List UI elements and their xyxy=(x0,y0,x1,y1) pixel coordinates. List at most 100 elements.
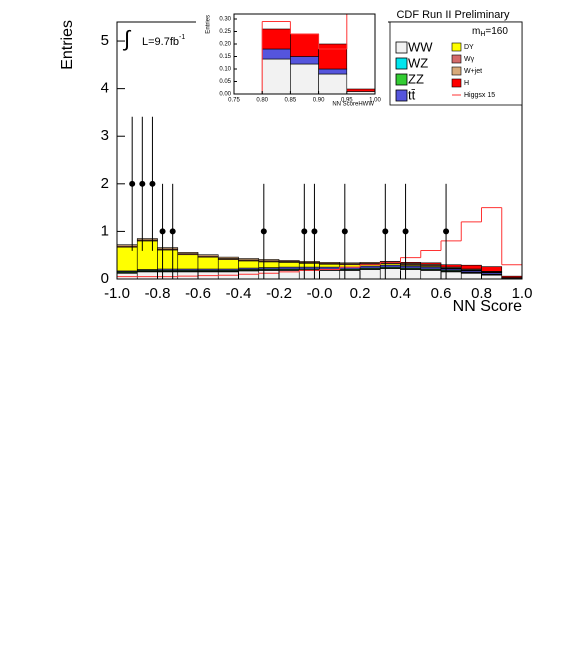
stack-bar xyxy=(197,256,219,270)
stack-bar xyxy=(339,262,361,265)
mass-label: mH=160 xyxy=(472,26,508,38)
legend-swatch xyxy=(395,41,408,54)
y-axis-title: Entries xyxy=(59,20,76,70)
legend-swatch xyxy=(395,57,408,70)
stack-bar xyxy=(339,270,361,279)
y-tick-label: 0.10 xyxy=(219,67,231,73)
stack-bar xyxy=(197,254,219,257)
y-tick-label: 0.20 xyxy=(219,42,231,48)
stack-bar xyxy=(290,56,319,65)
stack-bar xyxy=(136,271,158,279)
stack-bar xyxy=(298,261,320,263)
y-tick-label: 0 xyxy=(101,270,109,287)
legend-label: WZ xyxy=(408,55,428,70)
stack-bar xyxy=(400,269,422,279)
mass-label-part: H xyxy=(480,31,485,38)
data-point xyxy=(159,228,166,235)
data-point xyxy=(149,180,156,187)
stack-bar xyxy=(481,266,503,272)
stack-bar xyxy=(217,259,239,270)
legend-swatch xyxy=(451,66,462,76)
x-tick-label: -0.0 xyxy=(307,285,333,302)
stack-bar xyxy=(379,268,401,279)
stack-bar xyxy=(359,269,381,279)
stack-bar xyxy=(319,262,341,264)
x-tick-label: 0.95 xyxy=(341,98,353,104)
x-tick-label: 0.6 xyxy=(431,285,452,302)
y-tick-label: 0.00 xyxy=(219,92,231,98)
stack-bar xyxy=(440,264,462,268)
x-tick-label: 0.75 xyxy=(228,98,240,104)
stack-bar xyxy=(117,246,138,272)
x-axis-title: NN ScoreHWW xyxy=(332,102,374,108)
data-point xyxy=(382,228,389,235)
stack-bar xyxy=(400,262,422,264)
stack-bar xyxy=(440,271,462,279)
stack-bar xyxy=(298,270,320,279)
stack-bar xyxy=(136,238,158,241)
stack-bar xyxy=(318,43,348,70)
stack-bar xyxy=(177,254,199,270)
header: CDF Run II Preliminary xyxy=(396,9,510,21)
data-point xyxy=(402,228,409,235)
mass-label-part: m xyxy=(472,26,480,37)
y-tick-label: 0.15 xyxy=(219,54,231,60)
stack-bar xyxy=(318,68,348,75)
stack-bar xyxy=(319,270,341,279)
stack-bar xyxy=(278,262,300,268)
stack-bar xyxy=(258,259,280,262)
stack-bar xyxy=(278,260,300,262)
stack-bar xyxy=(290,63,319,94)
x-tick-label: 0.8 xyxy=(471,285,492,302)
x-tick-label: -1.0 xyxy=(104,285,130,302)
stack-bar xyxy=(359,262,381,264)
lumi-label-part: -1 xyxy=(179,34,185,41)
stack-bar xyxy=(501,275,522,278)
y-tick-label: 2 xyxy=(101,175,109,192)
plot-area xyxy=(234,14,375,94)
y-tick-label: 3 xyxy=(101,127,109,144)
data-point xyxy=(301,228,308,235)
x-tick-label: 0.4 xyxy=(390,285,411,302)
x-tick-label: 0.80 xyxy=(256,98,268,104)
legend-label: tt̄ xyxy=(408,87,416,102)
lumi-label-part: L=9.7fb xyxy=(142,36,179,48)
legend-label: W+jet xyxy=(464,68,482,75)
plot-area xyxy=(117,116,522,279)
data-point xyxy=(129,180,136,187)
y-tick-label: 0.30 xyxy=(219,17,231,23)
stack-bar xyxy=(290,33,319,57)
stack-bar xyxy=(258,261,280,268)
stack-bar xyxy=(481,274,503,279)
legend-label: ZZ xyxy=(408,71,424,86)
stack-bar xyxy=(177,252,199,255)
stack-bar xyxy=(136,240,158,270)
x-tick-label: 1.00 xyxy=(369,98,381,104)
legend-label: Wγ xyxy=(464,56,475,63)
stack-bar xyxy=(258,270,280,279)
data-point xyxy=(139,180,146,187)
stack-bar xyxy=(261,58,291,94)
y-tick-label: 0.05 xyxy=(219,79,231,85)
legend-label: WW xyxy=(408,39,433,54)
stack-bar xyxy=(157,271,179,279)
y-tick-label: 0.25 xyxy=(219,29,231,35)
stack-bar xyxy=(460,264,482,270)
legend-label: DY xyxy=(464,44,474,51)
stack-bar xyxy=(346,88,375,92)
axes-frame xyxy=(233,13,376,95)
stack-bar xyxy=(319,263,341,268)
x-tick-label: -0.2 xyxy=(266,285,292,302)
x-tick-label: 0.90 xyxy=(313,98,325,104)
y-tick-label: 1 xyxy=(101,222,109,239)
legend-swatch xyxy=(451,78,462,88)
y-tick-label: 5 xyxy=(101,32,109,49)
stack-bar xyxy=(460,272,482,279)
data-point xyxy=(443,228,450,235)
stack-bar xyxy=(420,270,442,279)
legend-swatch xyxy=(451,54,462,64)
x-tick-label: -0.8 xyxy=(145,285,171,302)
lumi-label: L=9.7fb-1 xyxy=(142,34,185,48)
legend-swatch xyxy=(395,89,408,102)
data-point xyxy=(341,228,348,235)
